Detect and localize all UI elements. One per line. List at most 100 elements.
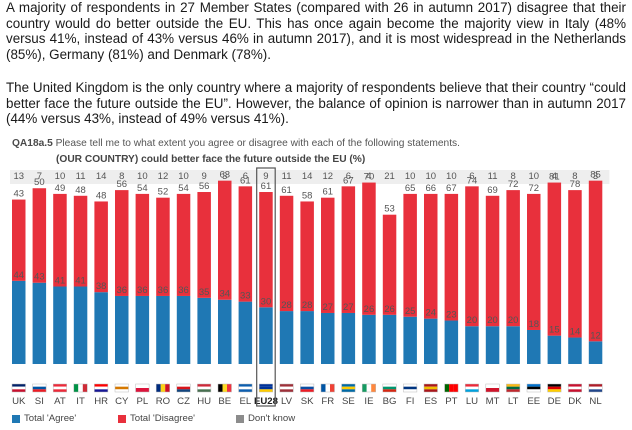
label-agree-ee: 18 <box>528 319 539 330</box>
tick-label-pl: PL <box>136 396 148 407</box>
flag-nl <box>588 383 603 393</box>
bar-disagree-nl <box>588 180 603 342</box>
flag-stripe-fi <box>403 386 417 390</box>
question-text: Please tell me to what extent you agree … <box>55 138 460 149</box>
legend-item-disagree: Total 'Disagree' <box>118 413 195 424</box>
bar-agree-de <box>547 335 562 364</box>
label-disagree-hu: 56 <box>199 181 210 192</box>
bar-agree-si <box>32 282 47 364</box>
flag-stripe-de <box>547 386 562 390</box>
paragraph-2: The United Kingdom is the only country w… <box>6 80 626 127</box>
label-disagree-dk: 78 <box>570 179 581 190</box>
flag-stripe-es <box>424 389 438 392</box>
bar-agree-uk <box>12 280 26 364</box>
label-disagree-pt: 67 <box>446 183 457 194</box>
bar-agree-ie <box>362 314 376 364</box>
bar-agree-hu <box>197 297 211 364</box>
flag-cz <box>176 383 191 393</box>
flag-stripe-hr <box>94 386 108 390</box>
legend-swatch-disagree <box>118 414 126 423</box>
flag-stripe-at <box>53 386 67 390</box>
label-dont-know-ee: 10 <box>528 171 539 182</box>
label-disagree-it: 48 <box>75 185 86 196</box>
flag-stripe-de <box>547 389 562 392</box>
label-agree-nl: 12 <box>590 330 601 341</box>
tick-label-ie: IE <box>364 396 373 407</box>
tick-label-lu: LU <box>466 396 478 407</box>
label-disagree-mt: 69 <box>487 185 498 196</box>
flag-stripe-si <box>32 386 47 390</box>
bar-agree-at <box>53 286 67 364</box>
label-agree-fr: 27 <box>322 302 333 313</box>
label-disagree-at: 49 <box>55 183 66 194</box>
tick-label-nl: NL <box>589 396 602 407</box>
tick-label-lt: LT <box>508 396 519 407</box>
tick-label-sk: SK <box>301 396 314 407</box>
flag-stripe-eu28 <box>259 389 273 392</box>
flag-stripe-nl <box>588 389 603 392</box>
label-disagree-be: 63 <box>219 170 230 181</box>
flag-stripe-it <box>82 384 88 392</box>
tick-label-el: EL <box>239 396 251 407</box>
bar-agree-lt <box>506 326 520 364</box>
flag-stripe-pl <box>135 384 150 388</box>
flag-stripe-fi <box>403 384 417 387</box>
flag-stripe-at <box>53 384 67 387</box>
tick-label-uk: UK <box>12 396 26 407</box>
bar-disagree-se <box>341 186 356 313</box>
flag-si <box>32 383 47 393</box>
label-disagree-es: 66 <box>425 183 436 194</box>
bar-disagree-si <box>32 188 47 283</box>
flag-stripe-hr <box>94 389 108 392</box>
label-agree-pt: 23 <box>446 310 457 321</box>
bar-disagree-mt <box>485 195 500 327</box>
flag-stripe-es <box>424 384 438 387</box>
label-agree-eu28: 30 <box>261 296 272 307</box>
label-disagree-nl: 85 <box>590 170 601 181</box>
label-agree-pl: 36 <box>137 285 148 296</box>
tick-label-bg: BG <box>383 396 397 407</box>
flag-stripe-cy <box>115 386 129 390</box>
bar-agree-es <box>424 318 438 364</box>
flag-stripe-fi <box>403 389 417 392</box>
tick-label-ro: RO <box>156 396 170 407</box>
flag-stripe-fr <box>330 384 335 392</box>
flag-stripe-de <box>547 384 562 387</box>
flag-stripe-dk <box>568 386 582 390</box>
flag-stripe-uk <box>12 389 26 392</box>
tick-label-si: SI <box>35 396 44 407</box>
label-agree-it: 41 <box>75 276 86 287</box>
bar-agree-se <box>341 312 356 364</box>
label-dont-know-sk: 14 <box>302 171 313 182</box>
flag-stripe-cz <box>176 389 191 392</box>
bar-agree-it <box>73 286 88 364</box>
tick-label-cz: CZ <box>177 396 190 407</box>
flag-stripe-hr <box>94 384 108 387</box>
label-agree-lt: 20 <box>508 315 519 326</box>
flag-stripe-el <box>238 384 253 387</box>
bar-agree-lu <box>465 326 479 364</box>
flag-stripe-eu28 <box>259 384 273 387</box>
label-agree-uk: 44 <box>13 270 24 281</box>
legend-swatch-dont-know <box>236 414 244 423</box>
label-disagree-hr: 48 <box>96 190 107 201</box>
label-dont-know-eu28: 9 <box>263 171 268 182</box>
bar-disagree-pl <box>135 193 150 296</box>
label-disagree-cy: 56 <box>116 179 127 190</box>
flag-stripe-ro <box>160 384 166 392</box>
label-agree-lv: 28 <box>281 300 292 311</box>
flag-se <box>341 383 356 393</box>
tick-label-de: DE <box>548 396 561 407</box>
bar-disagree-fi <box>403 193 417 317</box>
flag-stripe-si <box>32 389 47 392</box>
flag-stripe-cz <box>176 384 191 387</box>
flag-stripe-cy <box>115 384 129 387</box>
bar-disagree-cz <box>176 193 191 296</box>
label-agree-bg: 26 <box>384 304 395 315</box>
label-agree-es: 24 <box>425 308 436 319</box>
bar-disagree-pt <box>444 193 459 321</box>
flag-at <box>52 383 67 393</box>
label-agree-lu: 20 <box>467 315 478 326</box>
label-dont-know-de: 4 <box>552 171 557 182</box>
flag-stripe-se <box>341 384 356 387</box>
